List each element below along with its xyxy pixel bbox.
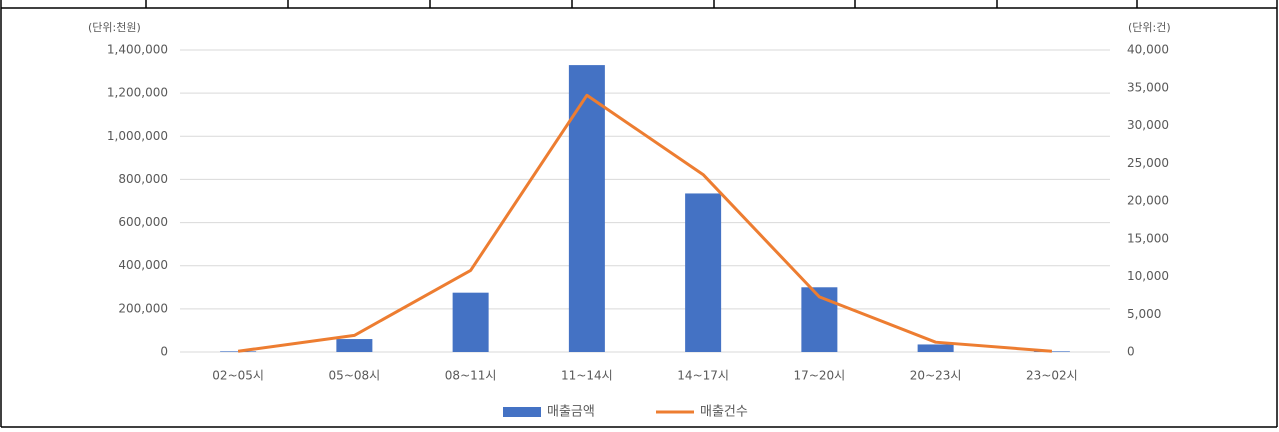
x-tick-label: 17~20시 xyxy=(794,369,846,383)
legend-label: 매출건수 xyxy=(700,405,748,420)
bar xyxy=(336,339,373,352)
x-tick-label: 08~11시 xyxy=(445,369,497,383)
x-tick-label: 14~17시 xyxy=(677,369,729,383)
y-tick-label: 1,400,000 xyxy=(107,43,168,57)
y2-tick-label: 5,000 xyxy=(1127,307,1161,321)
y-unit: (단위:천원) xyxy=(88,20,141,34)
x-tick-label: 02~05시 xyxy=(212,369,264,383)
y2-unit: (단위:건) xyxy=(1128,21,1171,34)
x-tick-label: 05~08시 xyxy=(329,369,381,383)
bar xyxy=(452,292,489,352)
y-tick-label: 800,000 xyxy=(118,172,168,186)
legend-swatch xyxy=(503,407,541,417)
bar xyxy=(220,351,257,352)
y2-tick-label: 10,000 xyxy=(1127,269,1169,283)
y-tick-label: 600,000 xyxy=(118,215,168,229)
bar xyxy=(685,193,722,352)
bar xyxy=(1033,351,1070,352)
y-tick-label: 200,000 xyxy=(118,301,168,315)
y-tick-label: 0 xyxy=(160,345,168,359)
x-tick-label: 23~02시 xyxy=(1026,369,1078,383)
y2-tick-label: 0 xyxy=(1127,345,1135,359)
y-tick-label: 1,200,000 xyxy=(107,86,168,100)
y2-tick-label: 30,000 xyxy=(1127,118,1169,132)
y-tick-label: 400,000 xyxy=(118,258,168,272)
y2-tick-label: 15,000 xyxy=(1127,231,1169,245)
x-tick-label: 11~14시 xyxy=(561,369,613,383)
x-tick-label: 20~23시 xyxy=(910,369,962,383)
y2-tick-label: 20,000 xyxy=(1127,194,1169,208)
bar xyxy=(568,65,605,352)
legend-label: 매출금액 xyxy=(547,405,595,420)
y2-tick-label: 40,000 xyxy=(1127,43,1169,57)
y2-tick-label: 25,000 xyxy=(1127,156,1169,170)
y2-tick-label: 35,000 xyxy=(1127,80,1169,94)
bar xyxy=(917,344,954,352)
y-tick-label: 1,000,000 xyxy=(107,129,168,143)
line xyxy=(237,93,1052,353)
